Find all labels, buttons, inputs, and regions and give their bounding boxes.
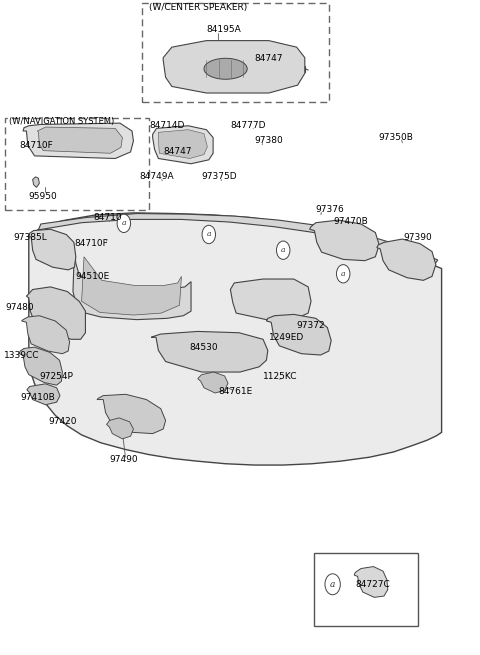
Polygon shape [37,127,122,153]
Polygon shape [151,331,268,372]
Polygon shape [29,229,76,270]
Polygon shape [377,239,436,280]
Text: 97254P: 97254P [39,372,73,381]
Polygon shape [73,250,191,320]
Polygon shape [82,257,181,315]
Polygon shape [153,126,213,164]
Polygon shape [158,130,207,159]
Text: 84710F: 84710F [74,239,108,248]
Polygon shape [26,287,85,339]
Text: 97420: 97420 [48,417,76,426]
Text: 97376: 97376 [316,205,345,214]
Text: 1125KC: 1125KC [263,372,298,381]
Text: 97410B: 97410B [20,393,55,402]
Circle shape [336,265,350,283]
Text: 84710F: 84710F [19,141,53,150]
Text: 84714D: 84714D [150,121,185,130]
Text: 97385L: 97385L [13,233,47,242]
Text: 84777D: 84777D [230,121,266,130]
Text: a: a [341,270,346,278]
Text: 97390: 97390 [403,233,432,242]
Text: (W/CENTER SPEAKER): (W/CENTER SPEAKER) [149,3,247,12]
Polygon shape [27,384,60,405]
Polygon shape [23,123,133,159]
Text: 84747: 84747 [254,54,283,64]
Polygon shape [29,213,442,465]
Text: 1249ED: 1249ED [269,333,304,343]
Polygon shape [230,279,311,320]
Text: 1339CC: 1339CC [4,350,39,360]
Text: a: a [281,246,286,254]
Polygon shape [33,177,39,187]
Polygon shape [38,214,438,265]
Text: 84727C: 84727C [355,580,390,589]
Polygon shape [97,394,166,434]
Text: a: a [330,580,336,589]
Text: 97380: 97380 [254,136,283,145]
Circle shape [325,574,340,595]
Text: 84195A: 84195A [206,25,241,34]
Text: a: a [121,219,126,227]
Text: 97350B: 97350B [378,133,413,142]
Polygon shape [19,347,62,385]
Circle shape [202,225,216,244]
Polygon shape [163,41,305,93]
Text: (W/NAVIGATION SYSTEM): (W/NAVIGATION SYSTEM) [9,117,114,126]
Text: 97470B: 97470B [334,217,368,226]
Polygon shape [198,372,228,393]
Text: 84761E: 84761E [218,386,252,396]
Text: 84710: 84710 [94,213,122,222]
Text: 97490: 97490 [109,455,138,464]
Text: 97480: 97480 [6,303,35,312]
Polygon shape [310,220,379,261]
Text: 95950: 95950 [29,192,58,201]
Polygon shape [107,418,133,439]
Polygon shape [266,314,331,355]
Circle shape [117,214,131,233]
Ellipse shape [204,58,247,79]
Text: 84749A: 84749A [139,172,174,181]
Polygon shape [22,316,70,354]
Text: 97375D: 97375D [202,172,237,181]
Text: 84747: 84747 [163,147,192,157]
Text: a: a [206,231,211,238]
Circle shape [276,241,290,259]
Text: 84530: 84530 [190,343,218,352]
Polygon shape [354,567,388,597]
Text: 97372: 97372 [297,321,325,330]
Text: 94510E: 94510E [76,272,110,281]
